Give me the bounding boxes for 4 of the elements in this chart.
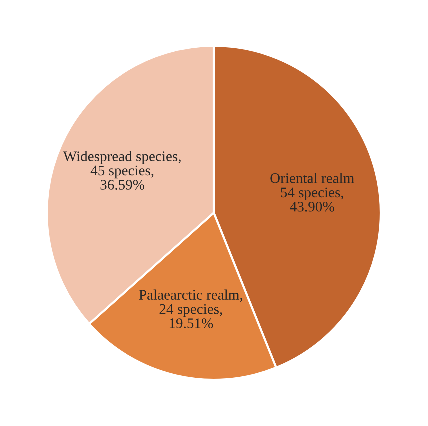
slice-label: Widespread species, 45 species, 36.59% [63,151,181,190]
slice-label: Oriental realm [270,173,354,184]
slice-label: Palaearctic realm, 24 species, 19.51% [139,290,242,329]
data-label: 54 species, 43.90% [281,188,344,212]
